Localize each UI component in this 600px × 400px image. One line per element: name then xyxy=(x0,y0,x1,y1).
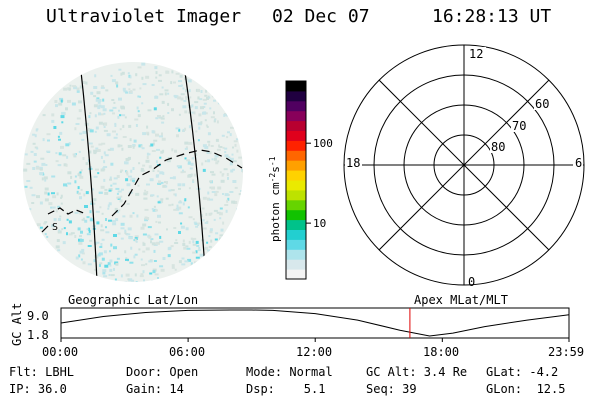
xtick-label: 12:00 xyxy=(296,345,333,359)
colorbar-cell xyxy=(286,249,306,260)
xtick-label: 23:59 xyxy=(548,345,585,359)
mlt-label-dusk: 18 xyxy=(346,156,360,170)
colorbar-cell xyxy=(286,189,306,201)
colorbar-cell xyxy=(286,150,306,161)
footer-field-r0-c4: GLat: -4.2 xyxy=(486,365,559,379)
image-disk xyxy=(23,62,243,282)
colorbar-cell xyxy=(286,229,306,240)
timeline-frame xyxy=(60,307,570,339)
footer-field-r0-c0: Flt: LBHL xyxy=(9,365,75,379)
colorbar-cell xyxy=(286,219,306,230)
geo-meridian-line-left xyxy=(79,62,98,282)
mlt-label-dawn: 6 xyxy=(575,156,582,170)
colorbar-cell xyxy=(286,100,306,112)
footer-field-r0-c2: Mode: Normal xyxy=(246,365,333,379)
timeline-ylabel: GC Alt xyxy=(10,303,24,346)
observation-time: 16:28:13 UT xyxy=(432,6,552,27)
mlat-label-80: 80 xyxy=(491,140,505,154)
polar-diagonal-b xyxy=(378,79,550,251)
colorbar-cell xyxy=(286,209,306,221)
colorbar-cell xyxy=(286,110,306,122)
colorbar-cell xyxy=(286,130,306,141)
mlat-label-70: 70 xyxy=(512,119,526,133)
colorbar-cell xyxy=(286,199,306,211)
footer-field-r1-c1: Gain: 14 xyxy=(126,382,184,396)
colorbar-cell xyxy=(286,269,306,280)
geo-coastline-a xyxy=(47,207,87,215)
xtick-label: 00:00 xyxy=(42,345,79,359)
geo-coastline-c xyxy=(41,225,49,233)
footer-field-r0-c1: Door: Open xyxy=(126,365,199,379)
colorbar-unit-label: photon cm-2s-1 xyxy=(268,156,282,242)
geo-coastline-b xyxy=(111,149,243,217)
colorbar-cell xyxy=(286,259,306,270)
colorbar-cell xyxy=(286,180,306,191)
colorbar-cell xyxy=(286,140,306,151)
footer-field-r0-c3: GC Alt: 3.4 Re xyxy=(366,365,468,379)
colorbar-frame xyxy=(285,80,307,280)
image-label: S xyxy=(52,222,58,233)
colorbar-cell xyxy=(286,160,306,171)
colorbar-cell xyxy=(286,120,306,131)
ytick-bottom: 1.8 xyxy=(27,328,49,342)
colorbar-cell xyxy=(286,90,306,102)
mlt-label-midnight: 0 xyxy=(468,275,475,289)
colorbar-cell xyxy=(286,239,306,250)
footer-field-r1-c2: Dsp: 5.1 xyxy=(246,382,326,396)
xtick-label: 06:00 xyxy=(169,345,206,359)
ytick-top: 9.0 xyxy=(27,309,49,323)
altitude-curve xyxy=(60,309,570,337)
geo-meridian-line-right xyxy=(182,62,206,271)
colorbar-cell xyxy=(286,81,306,92)
footer-field-r1-c4: GLon: 12.5 xyxy=(486,382,566,396)
footer-field-r1-c3: Seq: 39 xyxy=(366,382,417,396)
geo-coords-title: Geographic Lat/Lon xyxy=(68,293,199,307)
instrument-title: Ultraviolet Imager xyxy=(46,6,242,27)
colorbar-tick-label: 10 xyxy=(313,217,326,230)
mlt-label-noon: 12 xyxy=(469,47,483,61)
xtick-label: 18:00 xyxy=(423,345,460,359)
colorbar-tick-label: 100 xyxy=(313,137,333,150)
observation-date: 02 Dec 07 xyxy=(272,6,370,27)
colorbar-cell xyxy=(286,170,306,181)
mlat-label-60: 60 xyxy=(535,97,549,111)
footer-field-r1-c0: IP: 36.0 xyxy=(9,382,67,396)
apex-coords-title: Apex MLat/MLT xyxy=(414,293,508,307)
